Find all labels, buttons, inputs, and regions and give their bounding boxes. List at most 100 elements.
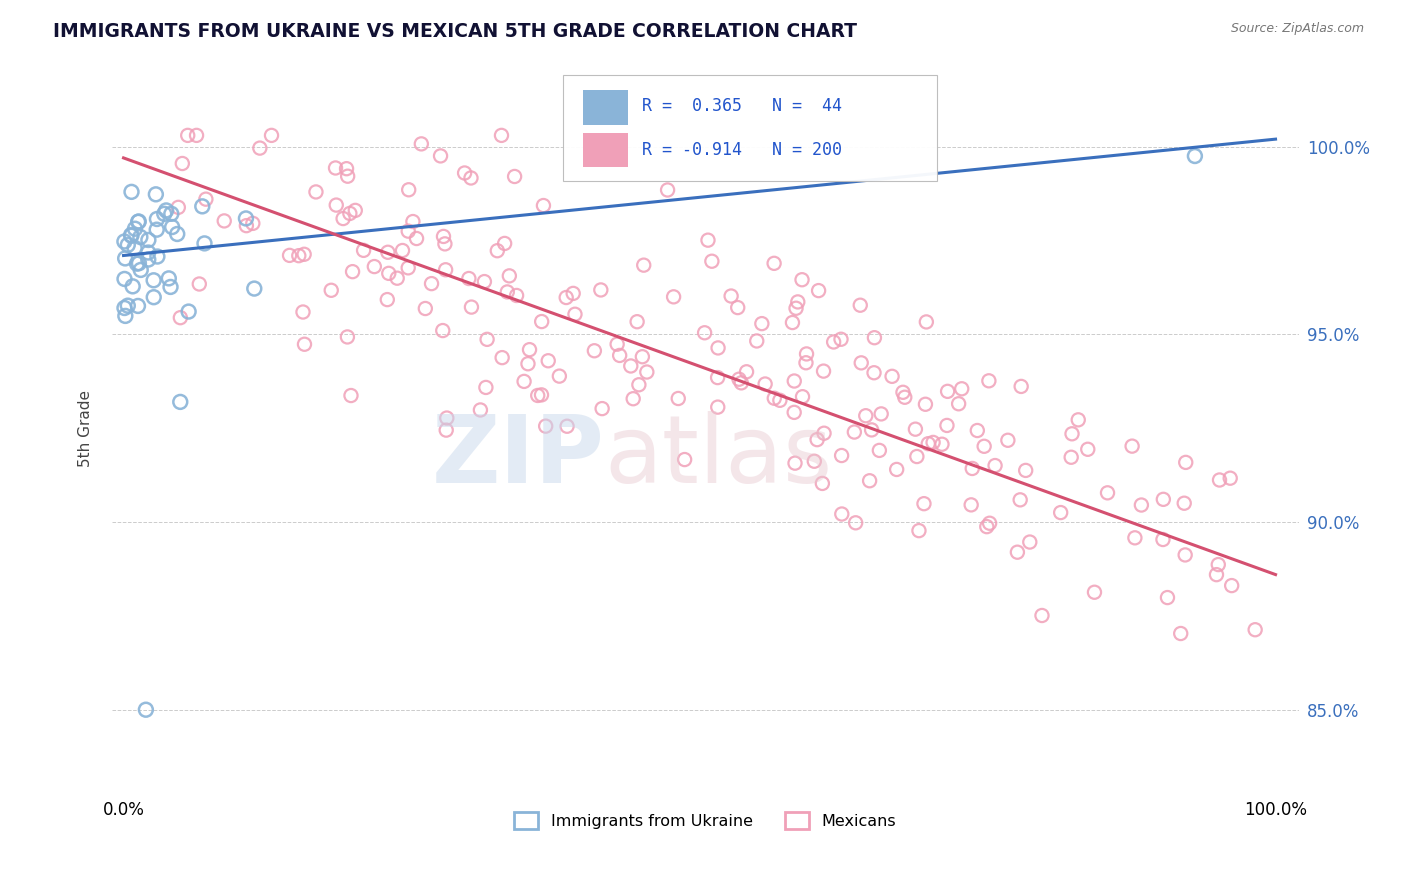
- Text: IMMIGRANTS FROM UKRAINE VS MEXICAN 5TH GRADE CORRELATION CHART: IMMIGRANTS FROM UKRAINE VS MEXICAN 5TH G…: [53, 22, 858, 41]
- Point: [146, 250, 169, 264]
- Point: [783, 405, 806, 419]
- Point: [530, 388, 553, 402]
- Point: [997, 434, 1019, 448]
- Point: [1244, 623, 1267, 637]
- Text: R = -0.914   N = 200: R = -0.914 N = 200: [643, 141, 842, 159]
- Point: [735, 365, 758, 379]
- Point: [1007, 545, 1029, 559]
- Point: [405, 231, 427, 245]
- Point: [783, 456, 806, 470]
- Point: [503, 169, 526, 184]
- Point: [191, 199, 214, 213]
- Point: [1015, 463, 1038, 477]
- Point: [905, 450, 928, 464]
- Point: [278, 248, 301, 262]
- Point: [1184, 149, 1206, 163]
- Point: [1173, 496, 1195, 510]
- Point: [912, 497, 935, 511]
- Point: [844, 425, 866, 439]
- Point: [460, 300, 482, 314]
- Point: [769, 393, 792, 408]
- Point: [1097, 485, 1119, 500]
- Point: [336, 169, 359, 184]
- Point: [851, 356, 873, 370]
- Point: [120, 228, 142, 243]
- Point: [1010, 379, 1032, 393]
- Point: [145, 187, 167, 202]
- Point: [868, 443, 890, 458]
- Point: [124, 221, 146, 235]
- Point: [342, 265, 364, 279]
- Point: [136, 252, 159, 267]
- Point: [1205, 567, 1227, 582]
- Point: [114, 309, 136, 323]
- Point: [730, 376, 752, 390]
- Point: [754, 377, 776, 392]
- Point: [142, 290, 165, 304]
- Point: [1010, 492, 1032, 507]
- Point: [976, 519, 998, 533]
- Point: [411, 136, 433, 151]
- Point: [936, 384, 959, 399]
- Point: [534, 419, 557, 434]
- Point: [457, 271, 479, 285]
- Point: [212, 214, 235, 228]
- Point: [533, 198, 555, 212]
- Point: [129, 263, 152, 277]
- Y-axis label: 5th Grade: 5th Grade: [79, 390, 93, 467]
- Point: [880, 369, 903, 384]
- Point: [288, 249, 311, 263]
- Point: [962, 461, 984, 475]
- Point: [849, 298, 872, 312]
- Point: [177, 304, 200, 318]
- Point: [429, 149, 451, 163]
- Point: [555, 419, 578, 434]
- Point: [914, 397, 936, 411]
- Point: [498, 268, 520, 283]
- Point: [1031, 608, 1053, 623]
- Point: [845, 516, 868, 530]
- Point: [169, 310, 191, 325]
- Point: [160, 207, 183, 221]
- Point: [142, 273, 165, 287]
- Point: [948, 397, 970, 411]
- Point: [591, 401, 613, 416]
- Point: [564, 307, 586, 321]
- Text: ZIP: ZIP: [432, 411, 605, 503]
- Point: [513, 375, 536, 389]
- Point: [707, 400, 730, 414]
- Point: [120, 228, 142, 243]
- Point: [950, 382, 973, 396]
- Point: [112, 235, 135, 249]
- Point: [1083, 585, 1105, 599]
- Point: [125, 257, 148, 271]
- Point: [803, 454, 825, 468]
- Point: [562, 286, 585, 301]
- Point: [396, 224, 419, 238]
- Point: [121, 279, 143, 293]
- Point: [863, 331, 886, 345]
- Point: [160, 220, 183, 235]
- Point: [786, 294, 808, 309]
- Point: [583, 343, 606, 358]
- Point: [494, 236, 516, 251]
- Point: [830, 332, 852, 346]
- Text: R =  0.365   N =  44: R = 0.365 N = 44: [643, 97, 842, 115]
- Point: [396, 260, 419, 275]
- Point: [589, 283, 612, 297]
- Point: [321, 283, 343, 297]
- Point: [344, 203, 367, 218]
- Point: [796, 347, 818, 361]
- Point: [114, 252, 136, 266]
- Point: [860, 423, 883, 437]
- Point: [186, 128, 208, 143]
- Point: [886, 462, 908, 476]
- Point: [1123, 531, 1146, 545]
- Point: [434, 423, 457, 437]
- Point: [188, 277, 211, 291]
- Point: [292, 247, 315, 261]
- Point: [1077, 442, 1099, 457]
- Point: [398, 183, 420, 197]
- Point: [855, 409, 877, 423]
- Point: [1067, 413, 1090, 427]
